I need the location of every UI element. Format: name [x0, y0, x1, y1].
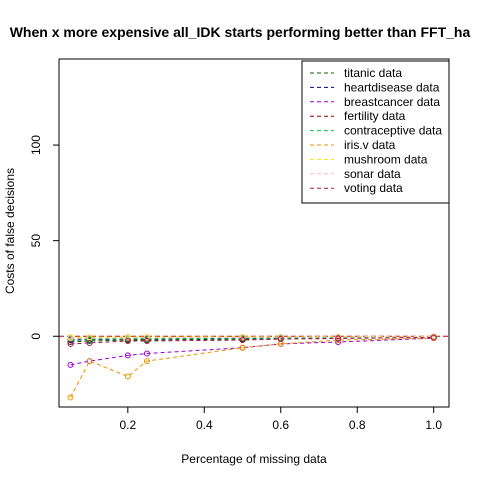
data-point [124, 338, 131, 345]
data-point [67, 394, 74, 401]
data-point [124, 373, 131, 380]
data-point [239, 337, 246, 344]
data-point [239, 344, 246, 351]
data-point [143, 338, 150, 345]
legend-label: voting data [344, 181, 403, 195]
legend-label: mushroom data [344, 152, 428, 166]
legend-label: heartdisease data [344, 80, 440, 94]
legend-label: sonar data [344, 167, 401, 181]
data-point [277, 334, 284, 341]
y-tick-label: 0 [29, 333, 43, 340]
data-point [124, 334, 131, 341]
legend-label: titanic data [344, 66, 402, 80]
y-tick-label: 50 [29, 234, 43, 248]
x-axis-label: Percentage of missing data [181, 452, 327, 466]
plot-frame [58, 58, 450, 408]
plot-area [59, 333, 449, 401]
legend-label: fertility data [344, 109, 406, 123]
data-point [143, 358, 150, 365]
data-point [143, 350, 150, 357]
series-line-2 [70, 337, 434, 366]
series-line-5 [70, 337, 434, 398]
x-tick-label: 1.0 [425, 418, 442, 432]
legend-label: contraceptive data [344, 124, 442, 138]
data-point [239, 334, 246, 341]
y-axis-label: Costs of false decisions [3, 168, 17, 294]
chart-title: When x more expensive all_IDK starts per… [10, 24, 471, 40]
x-tick-label: 0.6 [272, 418, 289, 432]
y-tick-label: 100 [29, 135, 43, 155]
y-axis: 0 50 100 [29, 135, 59, 340]
x-axis: 0.2 0.4 0.6 0.8 1.0 [119, 407, 442, 432]
legend-label: breastcancer data [344, 95, 440, 109]
data-point [143, 334, 150, 341]
data-point [67, 335, 74, 342]
data-point [430, 334, 437, 341]
data-point [67, 340, 74, 347]
x-tick-label: 0.8 [349, 418, 366, 432]
data-point [335, 335, 342, 342]
legend-label: iris.v data [344, 138, 396, 152]
data-point [67, 361, 74, 368]
data-point [86, 339, 93, 346]
data-point [86, 358, 93, 365]
x-tick-label: 0.2 [119, 418, 136, 432]
data-point [277, 336, 284, 343]
x-tick-label: 0.4 [196, 418, 213, 432]
data-point [124, 352, 131, 359]
legend-box [301, 60, 450, 204]
